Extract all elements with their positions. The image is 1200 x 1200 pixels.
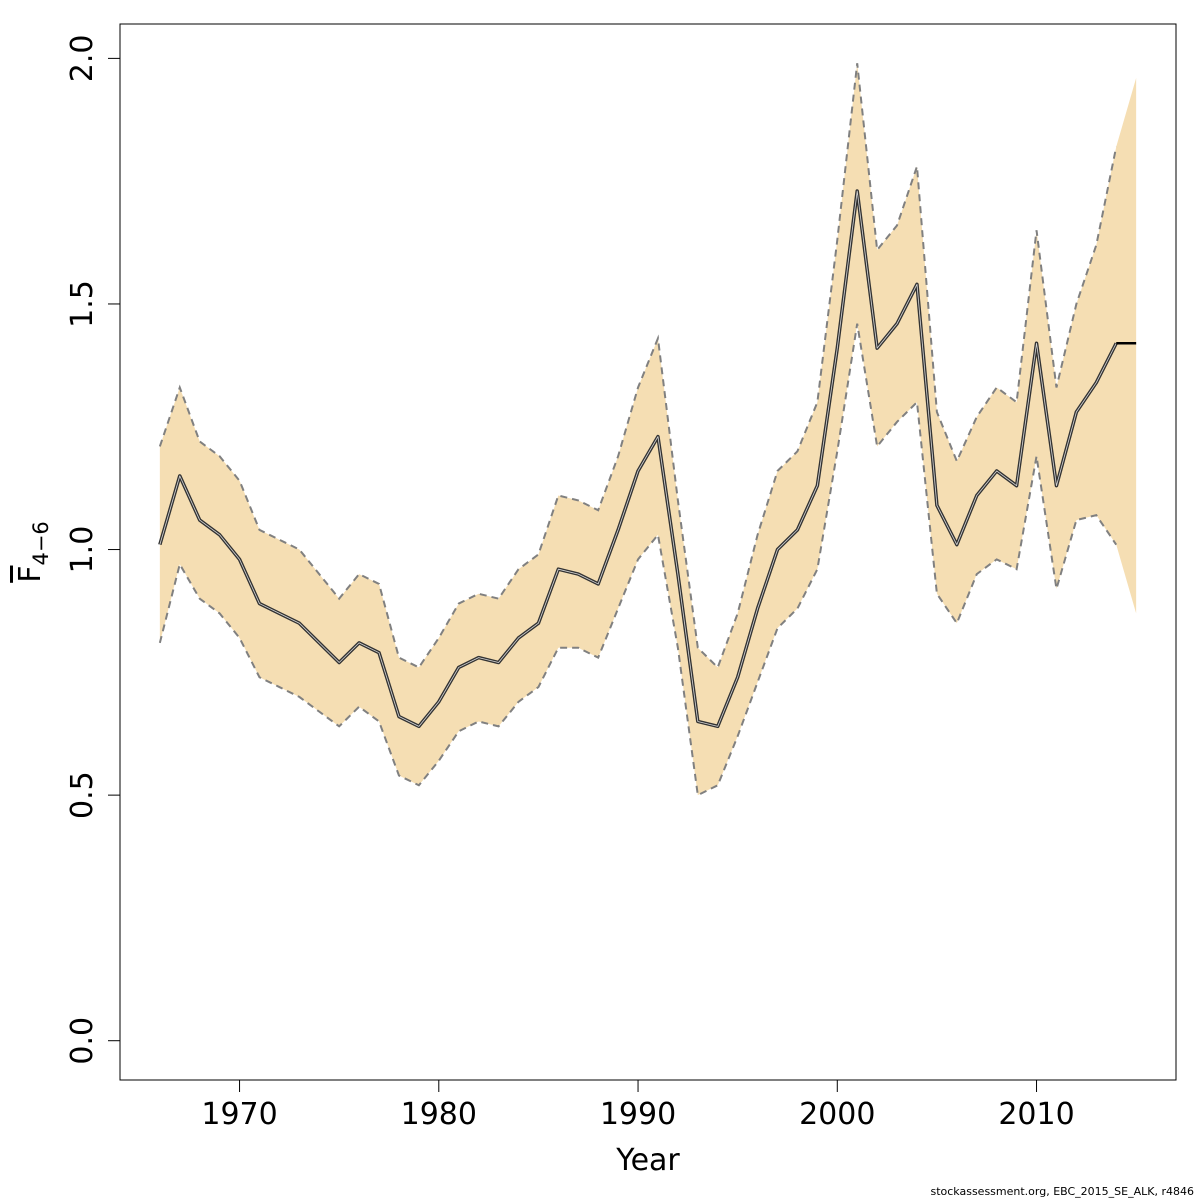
x-tick-label-1990: 1990 [600,1097,676,1132]
y-tick-label-3: 1.5 [65,280,100,328]
y-tick-label-2: 1.0 [65,526,100,574]
x-tick-label-2010: 2010 [998,1097,1074,1132]
y-tick-label-0: 0.0 [65,1017,100,1065]
x-axis-title: Year [615,1143,680,1178]
y-axis-title-subscript: 4−6 [29,521,53,565]
y-tick-label-4: 2.0 [65,35,100,83]
lines-layer [158,63,1137,797]
y-axis-title: F4−6 [13,521,53,583]
footer-credit: stockassessment.org, EBC_2015_SE_ALK, r4… [930,1185,1194,1198]
x-tick-label-1980: 1980 [401,1097,477,1132]
confidence-band-layer [159,63,1137,796]
y-axis-title-main: F [13,566,48,583]
x-axis: 1970 1980 1990 2000 2010 [201,1079,1075,1132]
x-tick-label-2000: 2000 [799,1097,875,1132]
svg-text:F4−6: F4−6 [13,521,53,583]
confidence-band [159,63,1137,796]
y-axis: 0.0 0.5 1.0 1.5 2.0 [65,35,121,1065]
estimate-line-inner [159,190,1117,727]
upper-bound-line [158,63,1118,670]
y-tick-label-1: 0.5 [65,771,100,819]
x-tick-label-1970: 1970 [201,1097,277,1132]
lower-bound-line [158,323,1118,797]
